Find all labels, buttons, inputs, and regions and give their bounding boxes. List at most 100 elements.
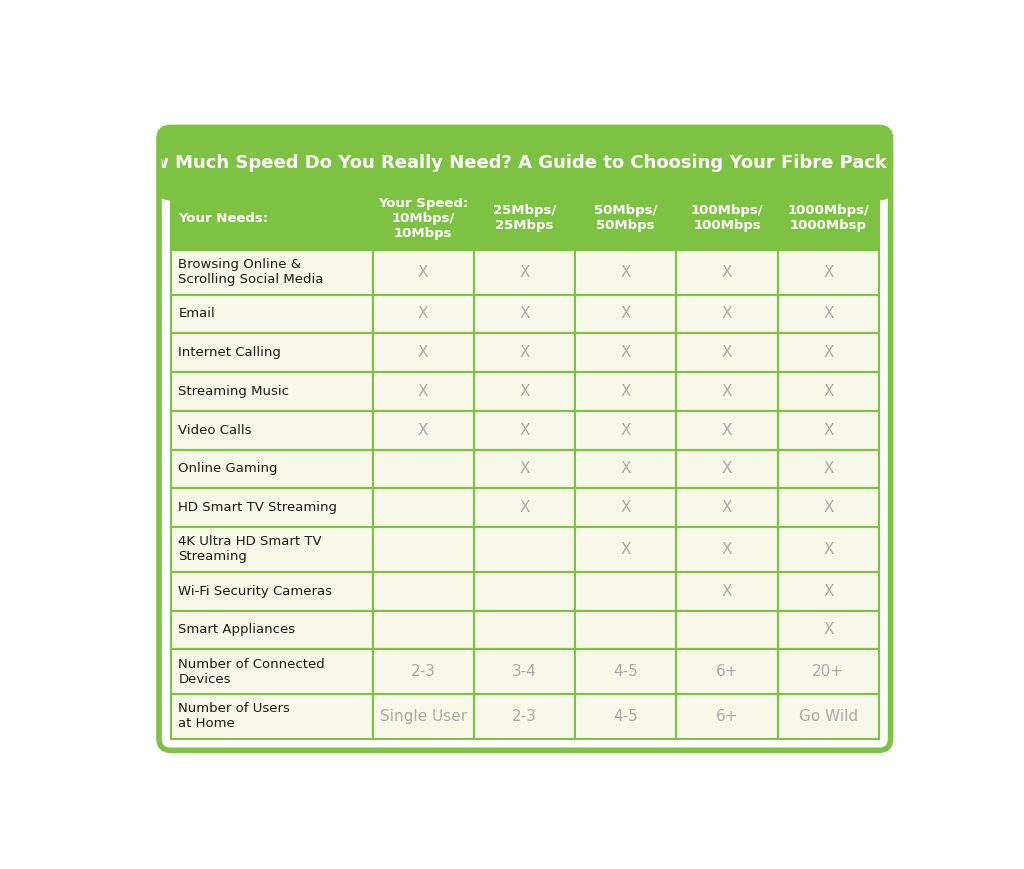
Bar	[373, 449, 474, 488]
Text: X: X	[823, 461, 834, 476]
Text: X: X	[722, 501, 732, 515]
Bar	[677, 611, 777, 649]
Bar	[677, 488, 777, 527]
Text: X: X	[722, 461, 732, 476]
Bar	[171, 295, 373, 334]
Bar	[474, 372, 575, 411]
Bar	[575, 187, 677, 249]
FancyBboxPatch shape	[159, 128, 891, 198]
Text: Your Speed:
10Mbps/
10Mbps: Your Speed: 10Mbps/ 10Mbps	[378, 196, 468, 240]
Text: X: X	[519, 265, 529, 280]
Text: 25Mbps/
25Mbps: 25Mbps/ 25Mbps	[493, 204, 556, 232]
Bar	[474, 187, 575, 249]
Bar	[171, 449, 373, 488]
Text: 100Mbps/
100Mbps: 100Mbps/ 100Mbps	[691, 204, 763, 232]
Text: 2-3: 2-3	[411, 664, 435, 680]
Text: X: X	[418, 345, 428, 360]
Bar	[575, 449, 677, 488]
Bar	[474, 488, 575, 527]
Bar	[171, 649, 373, 694]
Text: X: X	[823, 265, 834, 280]
Bar	[474, 649, 575, 694]
Text: X: X	[823, 384, 834, 399]
Text: 4-5: 4-5	[613, 664, 638, 680]
Bar	[777, 572, 879, 611]
Text: Smart Appliances: Smart Appliances	[178, 623, 296, 636]
Text: X: X	[519, 384, 529, 399]
Bar	[777, 372, 879, 411]
Bar	[474, 611, 575, 649]
Bar	[575, 372, 677, 411]
Text: X: X	[519, 307, 529, 322]
Text: Online Gaming: Online Gaming	[178, 462, 278, 475]
Bar	[777, 611, 879, 649]
Bar	[575, 411, 677, 449]
Bar	[777, 187, 879, 249]
Bar	[474, 572, 575, 611]
Bar	[677, 411, 777, 449]
Bar	[777, 649, 879, 694]
Text: HD Smart TV Streaming: HD Smart TV Streaming	[178, 501, 337, 514]
Text: X: X	[519, 422, 529, 438]
Text: Browsing Online &
Scrolling Social Media: Browsing Online & Scrolling Social Media	[178, 258, 324, 286]
Text: Wi-Fi Security Cameras: Wi-Fi Security Cameras	[178, 585, 333, 598]
Text: X: X	[823, 542, 834, 557]
Text: X: X	[722, 307, 732, 322]
Bar	[575, 334, 677, 372]
Bar	[171, 611, 373, 649]
Bar	[171, 372, 373, 411]
Bar	[373, 372, 474, 411]
Bar	[373, 611, 474, 649]
Bar	[373, 572, 474, 611]
Bar	[575, 488, 677, 527]
Text: X: X	[823, 622, 834, 638]
Text: X: X	[621, 307, 631, 322]
Text: 3-4: 3-4	[512, 664, 537, 680]
Text: 2-3: 2-3	[512, 709, 537, 724]
Bar	[373, 249, 474, 295]
Text: How Much Speed Do You Really Need? A Guide to Choosing Your Fibre Package: How Much Speed Do You Really Need? A Gui…	[125, 154, 925, 172]
Text: X: X	[418, 307, 428, 322]
Bar	[373, 527, 474, 572]
Text: X: X	[621, 265, 631, 280]
Bar	[575, 694, 677, 739]
Bar	[373, 411, 474, 449]
Bar	[575, 572, 677, 611]
Bar	[677, 372, 777, 411]
Bar	[677, 187, 777, 249]
Bar	[677, 449, 777, 488]
Bar	[373, 649, 474, 694]
Bar	[575, 295, 677, 334]
Text: X: X	[621, 422, 631, 438]
Bar	[777, 295, 879, 334]
Text: X: X	[722, 422, 732, 438]
Text: X: X	[722, 542, 732, 557]
Bar	[171, 411, 373, 449]
Text: X: X	[823, 422, 834, 438]
Text: X: X	[823, 307, 834, 322]
Text: 20+: 20+	[812, 664, 845, 680]
Text: Email: Email	[178, 308, 215, 321]
Text: Single User: Single User	[380, 709, 467, 724]
Bar	[171, 334, 373, 372]
Text: X: X	[519, 345, 529, 360]
Text: Internet Calling: Internet Calling	[178, 346, 282, 359]
Text: X: X	[722, 584, 732, 599]
Bar	[474, 249, 575, 295]
Bar	[677, 694, 777, 739]
Bar	[373, 694, 474, 739]
FancyBboxPatch shape	[157, 125, 893, 201]
Bar	[777, 411, 879, 449]
Text: X: X	[722, 265, 732, 280]
Text: X: X	[418, 422, 428, 438]
Bar	[373, 334, 474, 372]
Text: Number of Connected
Devices: Number of Connected Devices	[178, 658, 326, 686]
Bar	[575, 249, 677, 295]
Text: X: X	[823, 584, 834, 599]
Bar	[373, 295, 474, 334]
Text: X: X	[621, 501, 631, 515]
Bar	[171, 694, 373, 739]
Bar	[171, 249, 373, 295]
Bar	[777, 488, 879, 527]
Bar	[171, 527, 373, 572]
